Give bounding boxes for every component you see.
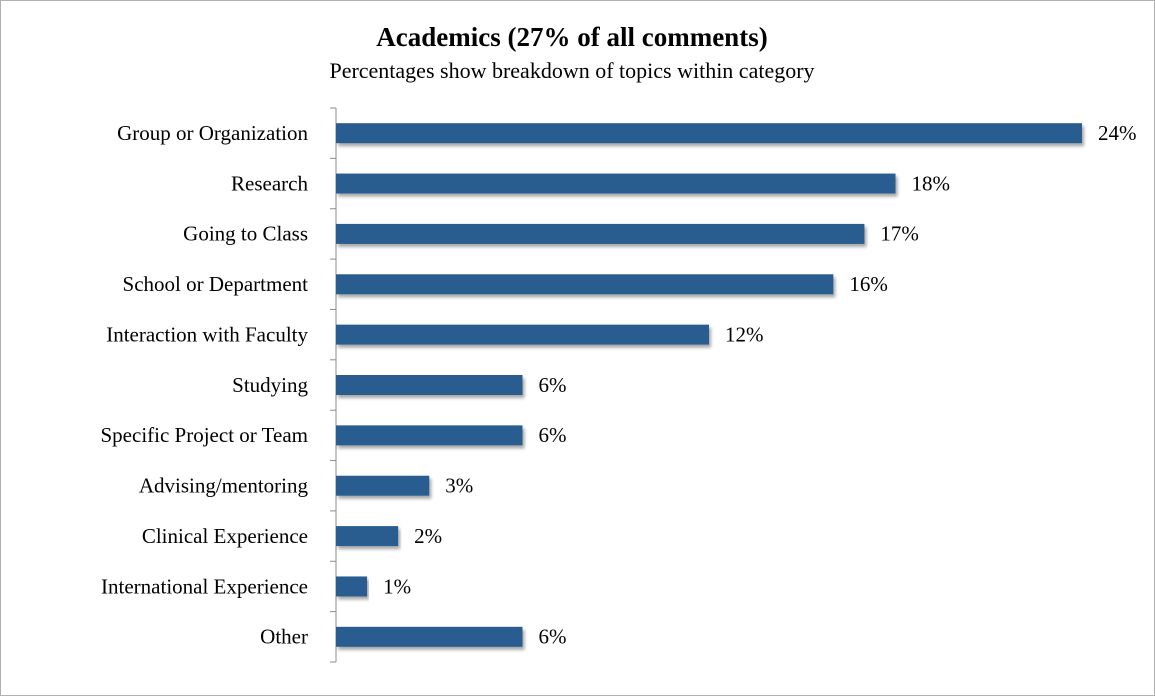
data-label: 3% [445,474,473,498]
bar [336,173,896,194]
data-label: 6% [539,423,567,447]
bar [336,576,368,597]
bar [336,375,523,395]
y-tick-label: International Experience [101,574,308,598]
plot: Group or Organization 24% Research 18% Going… [101,107,1137,663]
data-label: 6% [539,625,567,649]
data-label: 17% [880,222,919,246]
y-tick-label: Other [260,625,308,649]
bar [336,626,523,647]
bar [336,223,865,244]
chart-title: Academics (27% of all comments) [376,22,767,52]
bar [336,526,399,547]
y-tick-label: Going to Class [183,222,308,246]
data-label: 18% [912,171,951,195]
bar [336,274,834,295]
chart-subtitle: Percentages show breakdown of topics wit… [329,58,814,83]
data-label: 6% [539,373,567,397]
data-label: 12% [725,322,764,346]
bar [336,425,523,446]
bar [336,475,430,496]
data-label: 1% [383,574,411,598]
bar [336,324,709,345]
y-tick-label: Group or Organization [117,121,308,145]
y-tick-label: Interaction with Faculty [106,322,308,346]
data-label: 24% [1098,121,1137,145]
y-tick-label: Studying [232,373,308,397]
data-label: 16% [849,272,888,296]
bar [336,123,1082,144]
data-label: 2% [414,524,442,548]
y-tick-label: Specific Project or Team [101,423,309,447]
y-tick-label: Advising/mentoring [139,474,309,498]
y-tick-label: Clinical Experience [142,524,308,548]
y-tick-label: School or Department [123,272,309,296]
y-tick-label: Research [231,171,308,195]
